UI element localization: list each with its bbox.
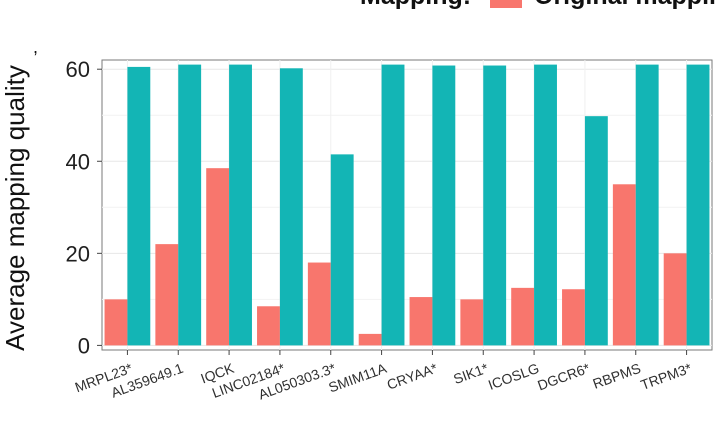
bar-remapped-rbpms <box>635 64 659 346</box>
y-axis-title: Average mapping quality <box>0 65 30 351</box>
y-axis-title-overflow-glyph: , <box>33 37 38 57</box>
y-tick-label-60: 60 <box>66 57 90 82</box>
legend-label-original-mapping: Original mappin <box>534 0 718 10</box>
bar-remapped-icoslg <box>534 64 557 346</box>
bar-original-mapping-iqck <box>206 168 230 346</box>
x-tick-label-dgcr6: DGCR6* <box>535 360 592 394</box>
legend: Mapping: Original mappin <box>360 0 718 10</box>
bar-original-mapping-rbpms <box>612 184 636 346</box>
x-tick-label-smim11a: SMIM11A <box>326 360 389 396</box>
bar-original-mapping-dgcr6 <box>562 289 585 346</box>
bar-original-mapping-trpm3 <box>663 253 687 346</box>
bars-layer <box>104 64 710 346</box>
bar-original-mapping-cryaa <box>409 297 433 346</box>
y-tick-label-0: 0 <box>78 333 90 358</box>
bar-remapped-al359649-1 <box>178 64 202 346</box>
bar-remapped-iqck <box>229 64 252 346</box>
bar-remapped-dgcr6 <box>584 116 608 346</box>
bar-original-mapping-sik1 <box>460 299 484 346</box>
legend-title: Mapping: <box>360 0 471 10</box>
x-tick-label-sik1: SIK1* <box>451 360 491 387</box>
bar-remapped-sik1 <box>483 65 507 346</box>
bar-remapped-linc02184 <box>279 68 303 346</box>
bar-original-mapping-al050303-3 <box>307 262 331 346</box>
bar-remapped-al050303-3 <box>330 154 354 346</box>
bar-original-mapping-smim11a <box>358 333 382 346</box>
y-tick-label-20: 20 <box>66 241 90 266</box>
x-tick-label-cryaa: CRYAA* <box>385 360 440 393</box>
x-tick-label-rbpms: RBPMS <box>591 360 643 392</box>
bar-remapped-mrpl23 <box>127 66 151 346</box>
bar-original-mapping-mrpl23 <box>104 299 128 346</box>
bar-remapped-trpm3 <box>686 64 710 346</box>
bar-original-mapping-icoslg <box>511 287 535 346</box>
bar-remapped-smim11a <box>381 64 405 346</box>
bar-original-mapping-linc02184 <box>257 306 280 346</box>
bar-original-mapping-al359649-1 <box>155 244 179 346</box>
plot-panel <box>101 59 713 351</box>
x-tick-label-icoslg: ICOSLG <box>486 360 541 393</box>
y-tick-label-40: 40 <box>66 149 90 174</box>
bar-remapped-cryaa <box>432 65 456 346</box>
legend-swatch-original-mapping <box>490 0 522 8</box>
x-tick-label-trpm3: TRPM3* <box>638 360 694 393</box>
